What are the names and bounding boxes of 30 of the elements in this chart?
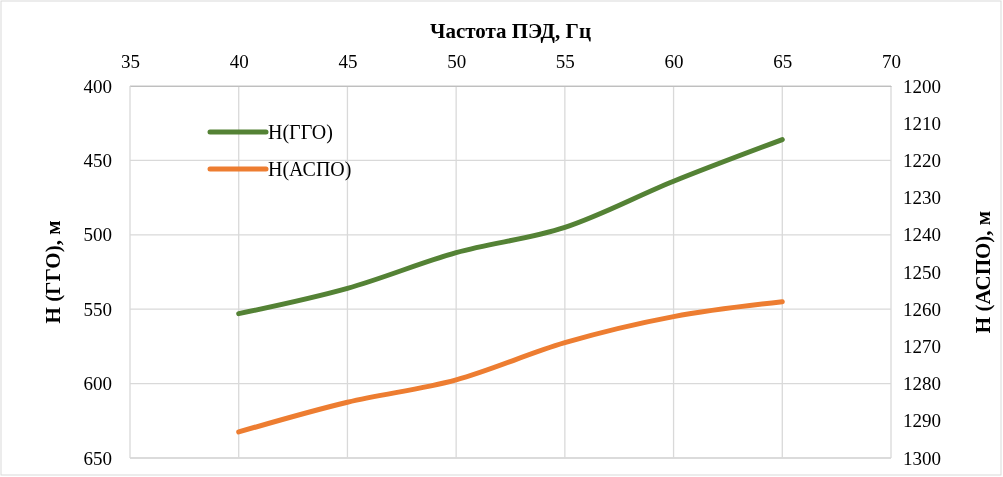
x-tick-label: 55 <box>555 51 575 72</box>
y-tick-label: 450 <box>83 149 112 171</box>
y-tick-label: 550 <box>83 298 112 320</box>
y2-tick-label: 1230 <box>903 187 941 209</box>
y2-tick-label: 1270 <box>903 335 941 357</box>
y-axis-title: H (ГГО), м <box>41 220 65 324</box>
y2-tick-label: 1200 <box>903 75 941 97</box>
x-axis-title: Частота ПЭД, Гц <box>429 19 592 43</box>
y2-tick-label: 1220 <box>903 149 941 171</box>
y-tick-label: 650 <box>83 447 112 469</box>
y-tick-label: 500 <box>83 224 112 246</box>
y2-tick-label: 1260 <box>903 298 941 320</box>
x-tick-label: 40 <box>229 51 249 72</box>
x-tick-label: 50 <box>447 51 467 72</box>
y2-tick-label: 1240 <box>903 224 941 246</box>
y2-tick-label: 1290 <box>903 410 941 432</box>
x-tick-label: 45 <box>338 51 358 72</box>
legend-label: H(ГГО) <box>268 121 333 144</box>
x-tick-label: 60 <box>664 51 684 72</box>
y2-tick-label: 1250 <box>903 261 941 283</box>
y2-tick-label: 1210 <box>903 112 941 134</box>
y2-tick-label: 1280 <box>903 373 941 395</box>
legend-label: H(АСПО) <box>268 158 352 181</box>
x-tick-label: 65 <box>773 51 793 72</box>
x-tick-label: 70 <box>882 51 901 72</box>
y2-axis-title: H (АСПО), м <box>971 210 995 334</box>
y-tick-label: 600 <box>83 373 112 395</box>
y-tick-label: 400 <box>83 75 112 97</box>
x-tick-label: 35 <box>121 51 140 72</box>
y2-tick-label: 1300 <box>903 447 941 469</box>
